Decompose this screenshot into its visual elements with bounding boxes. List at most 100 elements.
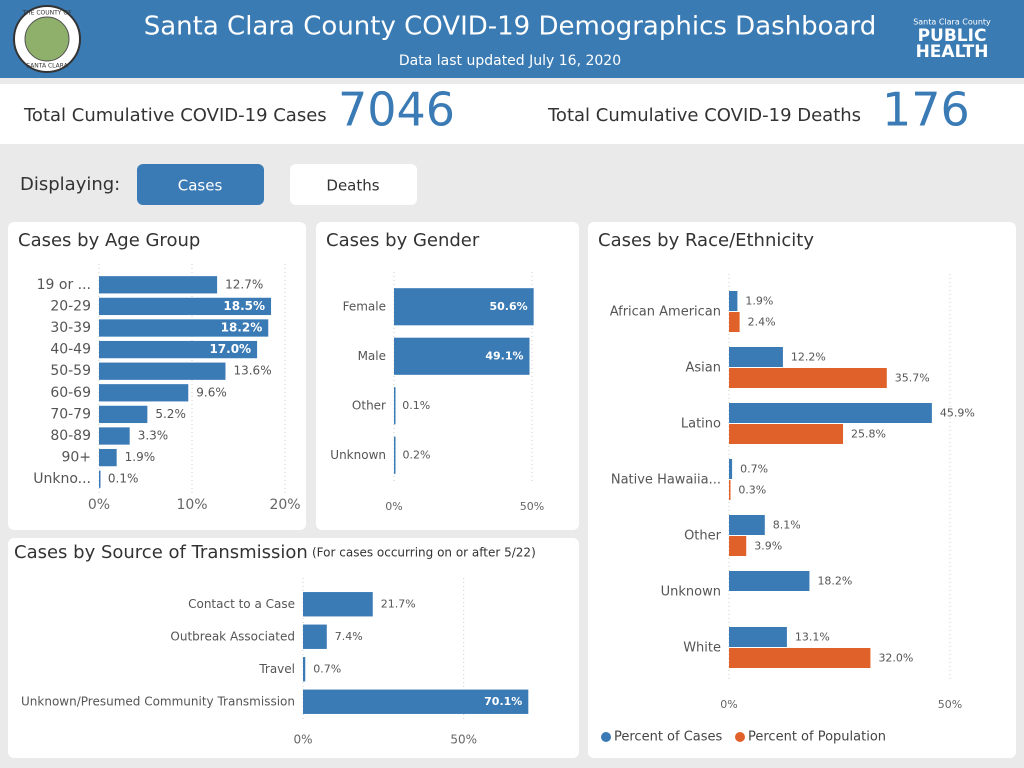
value-label: 32.0%	[878, 652, 913, 665]
x-tick-label: 0%	[720, 698, 737, 711]
category-label: Unkno...	[33, 471, 91, 487]
value-label: 0.2%	[403, 448, 431, 461]
bar	[729, 312, 740, 332]
bar	[303, 624, 327, 649]
value-label: 45.9%	[940, 407, 975, 420]
bar	[729, 459, 733, 479]
bar	[729, 648, 871, 668]
bar	[729, 536, 747, 556]
value-label: 50.6%	[489, 300, 527, 313]
value-label: 0.7%	[740, 463, 768, 476]
category-label: Male	[358, 349, 386, 363]
value-label: 25.8%	[851, 428, 886, 441]
category-label: Travel	[258, 662, 295, 676]
value-label: 18.5%	[223, 299, 265, 313]
logo-text: Santa Clara County	[913, 18, 991, 27]
bar	[729, 403, 932, 423]
x-tick-label: 0%	[385, 500, 402, 513]
filter-button[interactable]	[137, 164, 264, 205]
bar	[729, 424, 844, 444]
filter-button-label[interactable]: Deaths	[326, 177, 379, 195]
value-label: 21.7%	[381, 597, 416, 610]
filter-button[interactable]	[290, 164, 417, 205]
bar	[729, 347, 783, 367]
value-label: 0.1%	[402, 399, 430, 412]
value-label: 13.1%	[795, 631, 830, 644]
value-label: 18.2%	[817, 575, 852, 588]
value-label: 0.7%	[313, 662, 341, 675]
category-label: Unknown	[330, 448, 386, 462]
bar	[729, 627, 787, 647]
legend-swatch	[601, 732, 611, 742]
category-label: 30-39	[50, 320, 91, 336]
value-label: 7.4%	[335, 630, 363, 643]
filter-label: Displaying:	[20, 174, 120, 195]
bar	[729, 571, 810, 591]
bar	[99, 276, 218, 294]
category-label: Unknown	[661, 585, 721, 600]
bar	[99, 448, 117, 467]
category-label: 20-29	[50, 298, 91, 314]
value-label: 3.3%	[138, 429, 169, 443]
legend-label: Percent of Cases	[614, 730, 723, 745]
chart-title: Cases by Race/Ethnicity	[598, 230, 814, 251]
value-label: 13.6%	[233, 364, 271, 378]
category-label: Other	[352, 398, 386, 412]
header-bar	[0, 0, 1024, 78]
panel	[316, 222, 579, 530]
header-title: Santa Clara County COVID-19 Demographics…	[144, 12, 876, 42]
category-label: 19 or ...	[37, 277, 91, 293]
bar	[99, 362, 226, 380]
kpi-label: Total Cumulative COVID-19 Cases	[23, 105, 327, 126]
bar	[99, 340, 258, 359]
bar	[303, 657, 306, 682]
kpi-label: Total Cumulative COVID-19 Deaths	[547, 105, 861, 126]
bar	[303, 592, 373, 617]
chart-subtitle: (For cases occurring on or after 5/22)	[312, 546, 536, 560]
bar	[729, 515, 765, 535]
kpi-value: 7046	[338, 83, 455, 137]
value-label: 9.6%	[196, 385, 227, 399]
value-label: 70.1%	[484, 695, 522, 708]
bar	[729, 291, 738, 311]
category-label: White	[683, 641, 721, 656]
legend-swatch	[735, 732, 745, 742]
category-label: Native Hawaiia...	[611, 473, 721, 488]
bar	[99, 319, 269, 337]
bar	[394, 288, 534, 326]
x-tick-label: 0%	[293, 733, 312, 747]
category-label: Contact to a Case	[188, 597, 295, 611]
value-label: 8.1%	[773, 519, 801, 532]
bar	[99, 384, 189, 402]
kpi-value: 176	[882, 83, 970, 137]
seal-text: SANTA CLARA	[26, 63, 68, 70]
value-label: 1.9%	[125, 450, 156, 464]
filter-button-label[interactable]: Cases	[178, 177, 223, 195]
category-label: 50-59	[50, 363, 91, 379]
x-tick-label: 10%	[176, 497, 207, 513]
bar	[729, 368, 887, 388]
value-label: 0.3%	[738, 484, 766, 497]
value-label: 5.2%	[155, 407, 186, 421]
value-label: 3.9%	[754, 540, 782, 553]
seal-text: THE COUNTY OF	[21, 10, 72, 17]
bar	[729, 480, 731, 500]
bar	[99, 470, 101, 488]
category-label: Unknown/Presumed Community Transmission	[21, 694, 295, 708]
category-label: Female	[343, 299, 386, 313]
value-label: 12.7%	[225, 277, 263, 291]
bar	[394, 436, 396, 474]
legend-label: Percent of Population	[748, 730, 886, 745]
bar	[394, 337, 530, 375]
chart-title: Cases by Age Group	[18, 230, 200, 251]
logo-text: PUBLIC	[918, 26, 987, 46]
bar	[303, 689, 529, 714]
value-label: 1.9%	[745, 295, 773, 308]
kpi-band	[0, 84, 1024, 144]
chart-title: Cases by Gender	[326, 230, 480, 251]
x-tick-label: 0%	[88, 497, 110, 513]
category-label: 80-89	[50, 428, 91, 444]
panel	[8, 538, 579, 758]
